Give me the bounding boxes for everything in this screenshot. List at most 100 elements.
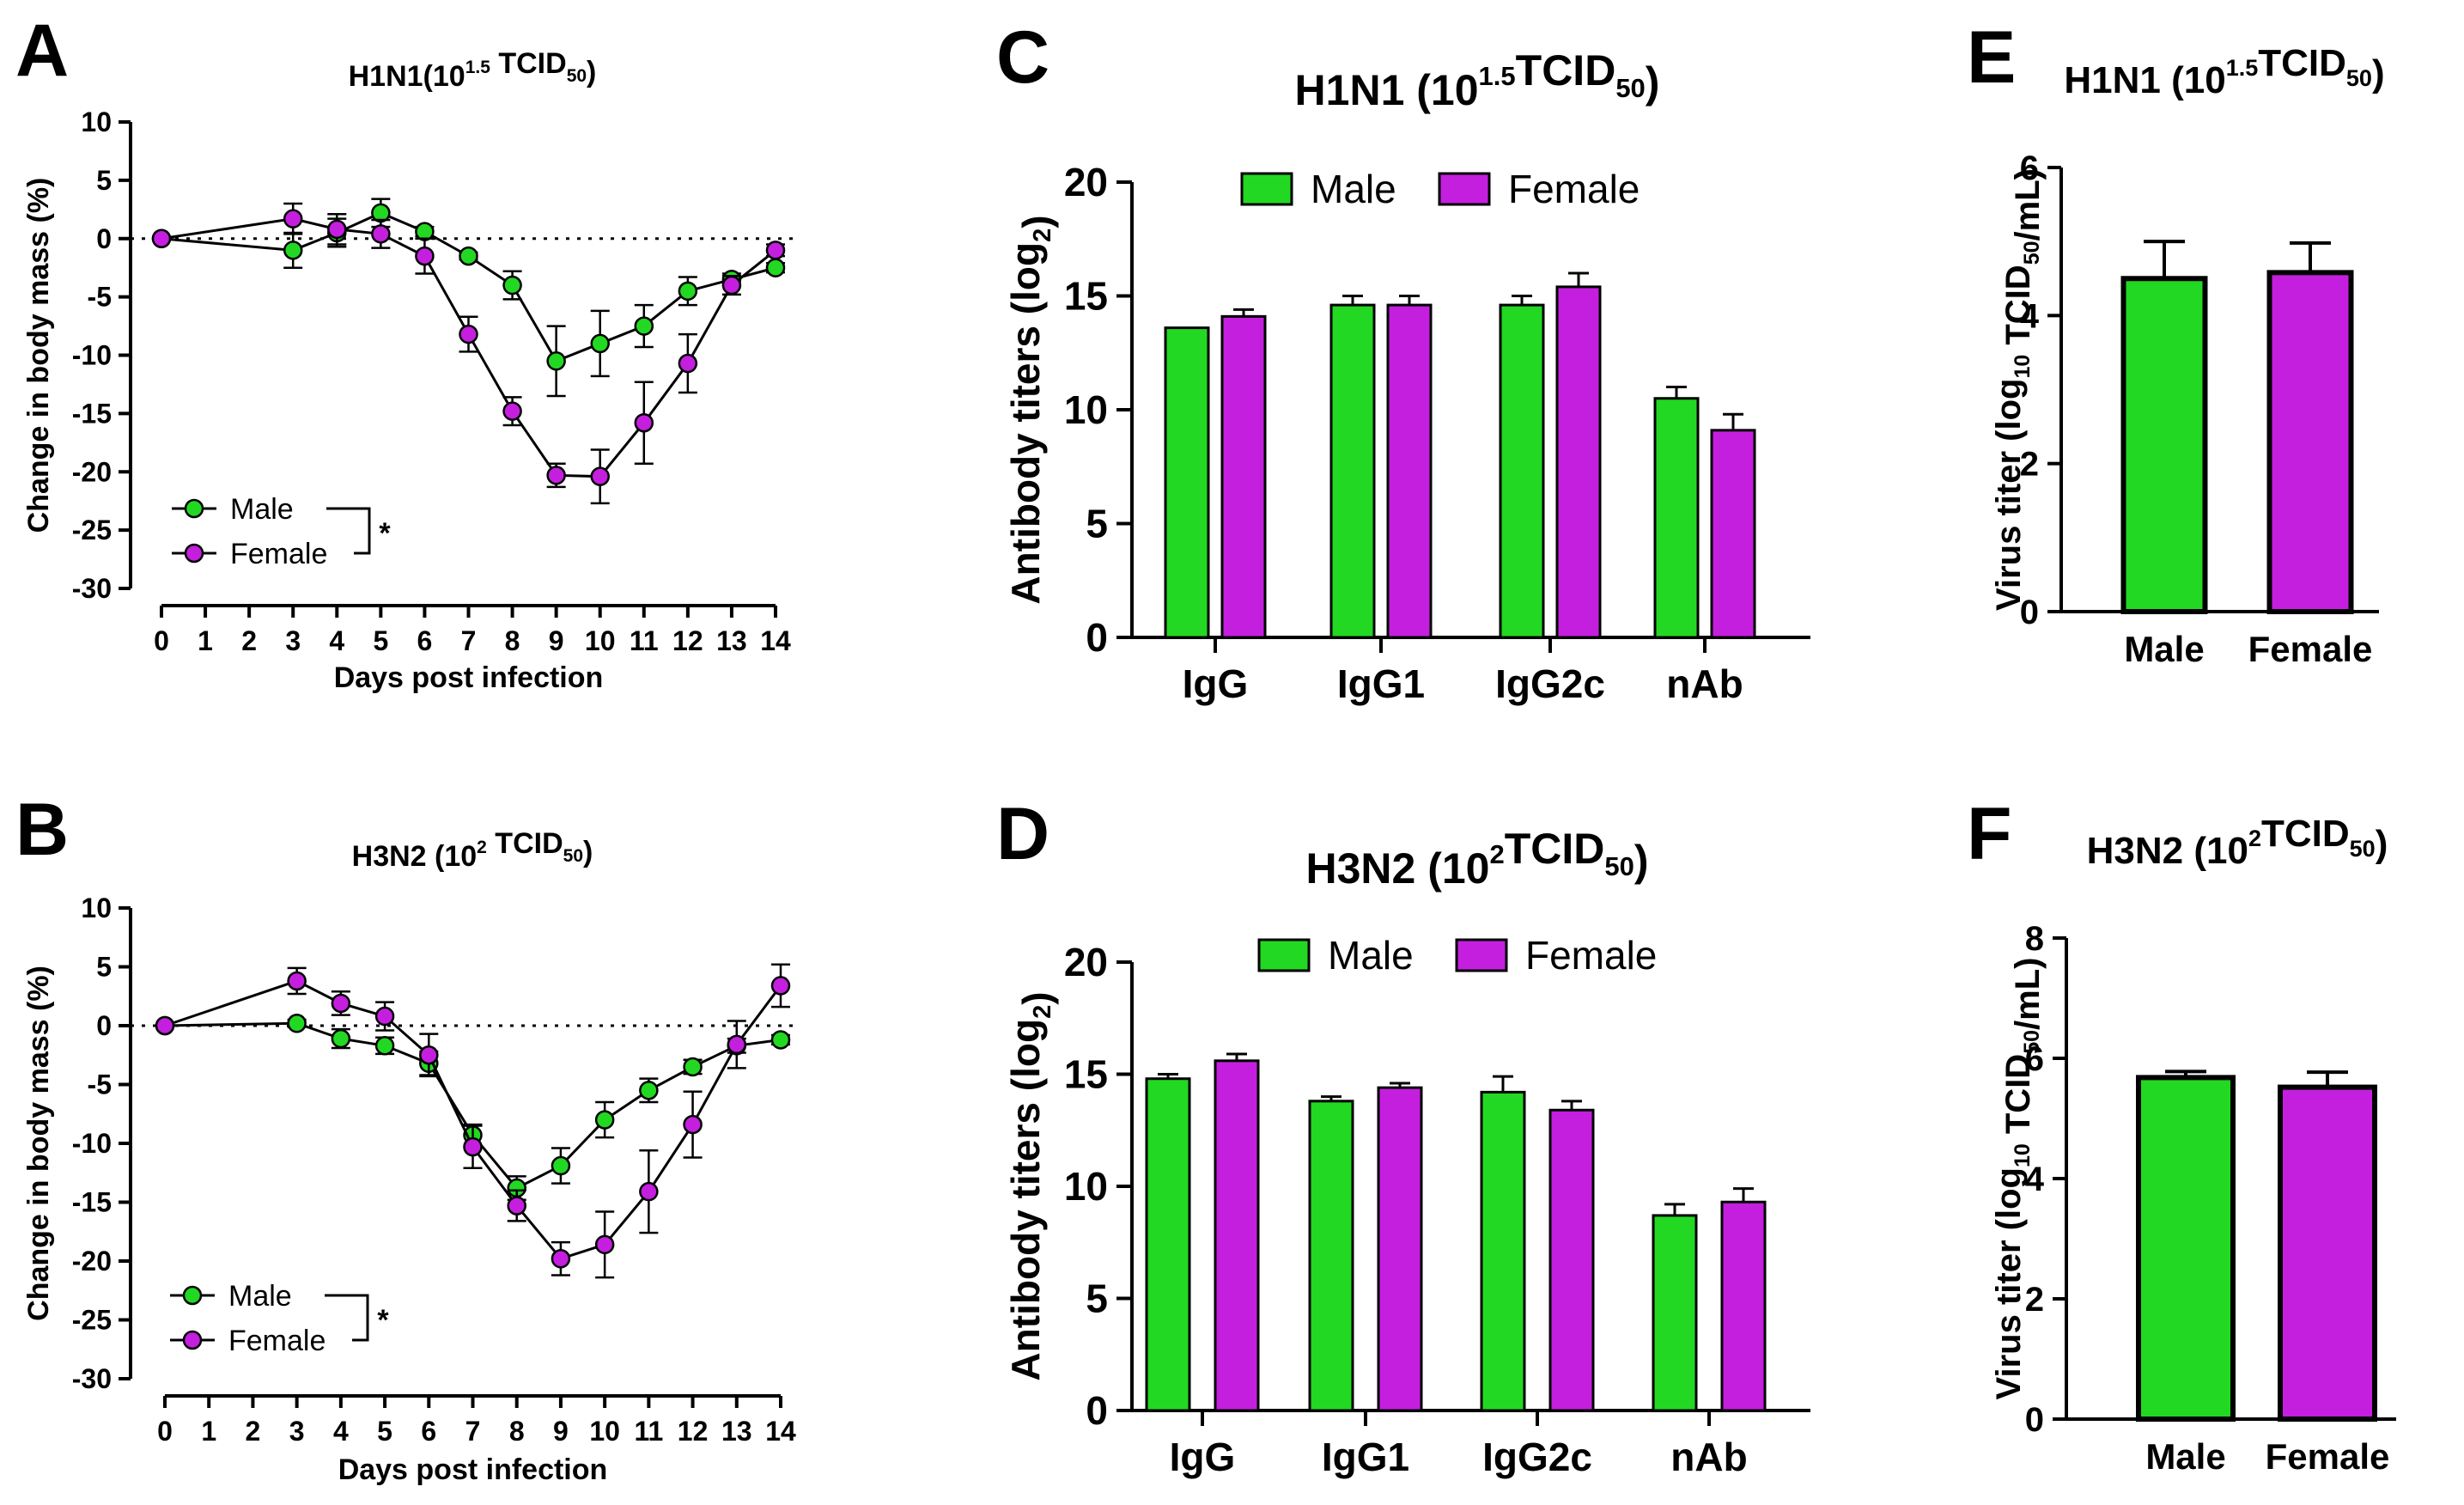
legend-label-male: Male (1328, 933, 1414, 978)
data-point-female (415, 246, 435, 266)
data-point-female (594, 1234, 615, 1255)
legend: Male Female * (172, 493, 391, 570)
x-tick-label: 8 (505, 625, 520, 656)
x-tick-label: 7 (465, 1416, 481, 1447)
data-point-female (327, 219, 347, 240)
x-tick-label: 9 (553, 1416, 569, 1447)
panel-title: H3N2 (102 TCID50) (352, 827, 593, 873)
panel-title: H3N2 (102TCID50) (2087, 813, 2388, 872)
legend-label-female: Female (228, 1325, 325, 1357)
data-point-female (765, 241, 786, 260)
panel-title: H3N2 (102TCID50) (1305, 825, 1648, 893)
data-point-male (639, 1081, 659, 1100)
y-tick-label: -20 (72, 456, 112, 487)
bar-female-igg2c (1548, 1108, 1595, 1412)
panel-label: D (996, 793, 1049, 875)
panel-label: A (15, 9, 69, 92)
data-point-male (634, 316, 654, 336)
x-tick-label: IgG2c (1482, 1435, 1592, 1479)
legend-label-male: Male (228, 1280, 292, 1313)
data-point-female (287, 971, 307, 991)
data-point-female (331, 993, 351, 1014)
x-tick-label: 0 (154, 625, 169, 656)
x-tick-label: 13 (716, 625, 747, 656)
x-tick-label: 11 (634, 1416, 663, 1447)
data-point-female (459, 324, 478, 344)
y-axis-label: Antibody titers (log2) (1003, 215, 1059, 604)
x-tick-label: IgG1 (1337, 661, 1425, 706)
x-axis-label: Days post infection (338, 1453, 608, 1486)
y-tick-label: 4 (2020, 297, 2040, 335)
y-tick-label: 2 (2025, 1281, 2044, 1319)
data-point-female (419, 1045, 439, 1065)
x-tick-label: 7 (461, 625, 477, 656)
x-tick-label: nAb (1666, 661, 1743, 706)
y-tick-label: 15 (1064, 1052, 1108, 1097)
y-tick-label: 0 (96, 1010, 112, 1041)
bar-male-igg (1145, 1077, 1191, 1412)
y-tick-label: -10 (72, 1128, 112, 1159)
significance-bracket (325, 1294, 369, 1342)
bar-male-igg (1164, 326, 1210, 639)
y-tick-label: 0 (96, 223, 112, 254)
x-tick-label: 12 (678, 1416, 709, 1447)
y-tick-label: 0 (2025, 1401, 2044, 1439)
significance-marker: * (379, 517, 391, 550)
x-tick-label: 10 (589, 1416, 620, 1447)
data-point-female (590, 466, 610, 486)
legend: Male Female (1240, 167, 1640, 211)
x-tick-label: IgG (1170, 1435, 1236, 1479)
legend-marker-female (182, 1330, 203, 1350)
y-axis-label: Change in body mass (%) (22, 966, 55, 1321)
x-tick-label: 12 (672, 625, 703, 656)
y-tick-label: -5 (88, 1069, 112, 1100)
data-point-female (463, 1136, 483, 1157)
significance-bracket (326, 507, 371, 555)
data-point-male (331, 1028, 351, 1049)
data-point-male (502, 275, 522, 296)
data-point-female (770, 976, 791, 996)
y-tick-label: 4 (2025, 1161, 2045, 1198)
data-point-female (507, 1196, 526, 1216)
data-point-female (721, 275, 742, 296)
x-tick-label: 5 (373, 625, 388, 656)
x-tick-label: 1 (201, 1416, 216, 1447)
bar-male (2120, 276, 2208, 614)
data-point-female (374, 1006, 395, 1027)
legend-swatch-male (1240, 172, 1293, 206)
panel-title: H1N1 (101.5TCID50) (2064, 42, 2384, 101)
x-tick-label: 14 (765, 1416, 796, 1447)
legend-marker-male (184, 498, 204, 519)
y-tick-label: 0 (1086, 1388, 1108, 1433)
x-tick-label: IgG (1183, 661, 1249, 706)
y-tick-label: -5 (88, 282, 112, 313)
data-point-female (371, 224, 391, 244)
y-tick-label: 8 (2025, 920, 2044, 958)
x-tick-label: 6 (421, 1416, 436, 1447)
legend-label-female: Female (1525, 933, 1657, 978)
panel-label: E (1967, 16, 2016, 99)
x-tick-label: 8 (509, 1416, 525, 1447)
legend-swatch-female (1455, 938, 1508, 972)
y-tick-label: 10 (1064, 1164, 1108, 1209)
y-tick-label: 10 (81, 893, 112, 923)
bar-male-nab (1653, 397, 1700, 639)
x-tick-label: 3 (285, 625, 301, 656)
x-tick-label: 4 (329, 625, 344, 656)
significance-marker: * (377, 1304, 389, 1337)
legend-marker-male (182, 1285, 203, 1306)
y-tick-label: -25 (72, 515, 112, 545)
y-tick-label: 20 (1064, 160, 1108, 204)
x-tick-label: 14 (760, 625, 791, 656)
data-point-female (155, 1015, 175, 1036)
y-tick-label: 6 (2020, 149, 2039, 187)
data-point-male (683, 1057, 703, 1077)
y-axis-label: Virus titer (log10 TCID50/mL) (1990, 168, 2047, 611)
x-tick-label: 4 (333, 1416, 349, 1447)
bar-male (2136, 1075, 2236, 1423)
y-tick-label: 10 (1064, 387, 1108, 432)
x-tick-label: 6 (417, 625, 433, 656)
